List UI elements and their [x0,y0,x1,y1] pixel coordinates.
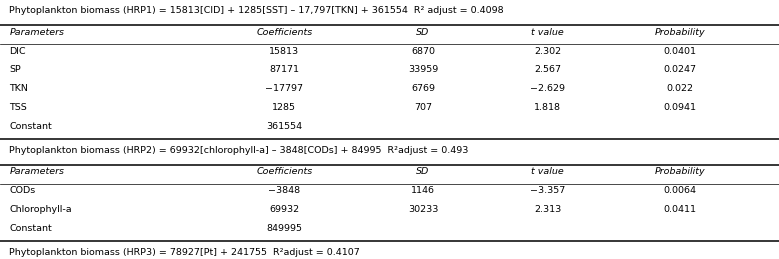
Text: Probability: Probability [655,28,705,37]
Text: 0.0064: 0.0064 [664,186,696,195]
Text: 87171: 87171 [270,66,299,75]
Text: 69932: 69932 [270,205,299,214]
Text: SD: SD [416,167,430,176]
Text: Parameters: Parameters [9,167,65,176]
Text: SP: SP [9,66,21,75]
Text: DIC: DIC [9,47,26,56]
Text: −3848: −3848 [268,186,301,195]
Text: 1146: 1146 [411,186,435,195]
Text: −17797: −17797 [266,84,303,93]
Text: 361554: 361554 [266,122,302,131]
Text: 707: 707 [414,103,432,112]
Text: CODs: CODs [9,186,36,195]
Text: 6769: 6769 [411,84,435,93]
Text: 2.302: 2.302 [534,47,561,56]
Text: Coefficients: Coefficients [256,167,312,176]
Text: 2.567: 2.567 [534,66,561,75]
Text: 0.0247: 0.0247 [664,66,696,75]
Text: Coefficients: Coefficients [256,28,312,37]
Text: t value: t value [531,167,564,176]
Text: −2.629: −2.629 [530,84,565,93]
Text: 6870: 6870 [411,47,435,56]
Text: 33959: 33959 [408,66,438,75]
Text: Parameters: Parameters [9,28,65,37]
Text: Phytoplankton biomass (HRP3) = 78927[Pt] + 241755  R²adjust = 0.4107: Phytoplankton biomass (HRP3) = 78927[Pt]… [9,248,360,257]
Text: 0.0411: 0.0411 [664,205,696,214]
Text: 0.0941: 0.0941 [664,103,696,112]
Text: 30233: 30233 [408,205,438,214]
Text: TKN: TKN [9,84,28,93]
Text: Phytoplankton biomass (HRP1) = 15813[CID] + 1285[SST] – 17,797[TKN] + 361554  R²: Phytoplankton biomass (HRP1) = 15813[CID… [9,6,504,16]
Text: 1.818: 1.818 [534,103,561,112]
Text: t value: t value [531,28,564,37]
Text: 15813: 15813 [270,47,299,56]
Text: Phytoplankton biomass (HRP2) = 69932[chlorophyll-a] – 3848[CODs] + 84995  R²adju: Phytoplankton biomass (HRP2) = 69932[chl… [9,146,469,155]
Text: TSS: TSS [9,103,27,112]
Text: 849995: 849995 [266,224,302,233]
Text: Constant: Constant [9,122,52,131]
Text: 2.313: 2.313 [534,205,561,214]
Text: Constant: Constant [9,224,52,233]
Text: 1285: 1285 [273,103,296,112]
Text: SD: SD [416,28,430,37]
Text: 0.0401: 0.0401 [664,47,696,56]
Text: Probability: Probability [655,167,705,176]
Text: −3.357: −3.357 [530,186,566,195]
Text: Chlorophyll-a: Chlorophyll-a [9,205,72,214]
Text: 0.022: 0.022 [667,84,693,93]
